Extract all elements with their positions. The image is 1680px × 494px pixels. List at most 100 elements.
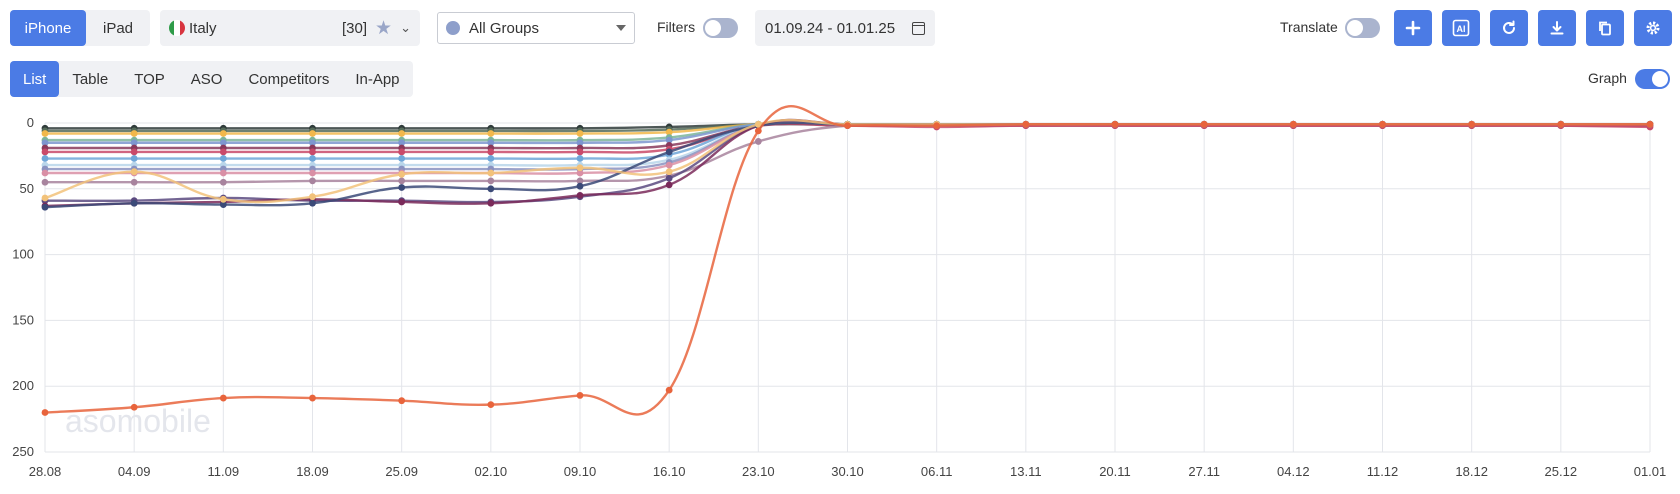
ai-button[interactable]: AI bbox=[1442, 10, 1480, 46]
data-point bbox=[130, 148, 138, 156]
data-point bbox=[130, 139, 138, 147]
y-tick-label: 250 bbox=[12, 444, 34, 459]
data-point bbox=[309, 199, 316, 207]
data-point bbox=[754, 138, 762, 145]
data-point bbox=[398, 198, 406, 206]
data-point bbox=[487, 169, 495, 177]
tab-list[interactable]: List bbox=[10, 61, 60, 97]
data-point bbox=[576, 182, 584, 190]
copy-button[interactable] bbox=[1586, 10, 1624, 46]
data-point bbox=[309, 139, 316, 147]
y-tick-label: 200 bbox=[12, 378, 34, 393]
group-color-dot bbox=[446, 21, 460, 35]
data-point bbox=[1022, 120, 1030, 128]
data-point bbox=[665, 386, 673, 394]
data-point bbox=[398, 155, 406, 162]
download-icon bbox=[1550, 21, 1564, 35]
country-keyword-count: [30] bbox=[342, 19, 368, 37]
data-point bbox=[576, 148, 584, 156]
data-point bbox=[309, 155, 316, 162]
x-tick-label: 30.10 bbox=[831, 464, 864, 479]
data-point bbox=[41, 409, 49, 416]
data-point bbox=[130, 155, 138, 162]
data-point bbox=[754, 127, 762, 135]
refresh-icon bbox=[1503, 20, 1515, 34]
data-point bbox=[665, 128, 673, 136]
data-point bbox=[130, 403, 138, 411]
y-tick-label: 150 bbox=[12, 312, 34, 327]
device-tab-ipad[interactable]: iPad bbox=[102, 19, 134, 37]
graph-label: Graph bbox=[1588, 70, 1627, 86]
data-point bbox=[576, 164, 584, 172]
data-point bbox=[41, 194, 49, 202]
tab-aso[interactable]: ASO bbox=[190, 70, 223, 88]
x-tick-label: 13.11 bbox=[1010, 464, 1042, 479]
data-point bbox=[41, 139, 49, 147]
data-point bbox=[576, 139, 584, 147]
data-point bbox=[487, 148, 495, 156]
tab-top[interactable]: TOP bbox=[134, 70, 165, 88]
data-point bbox=[309, 148, 316, 156]
tab-competitors[interactable]: Competitors bbox=[248, 70, 330, 88]
data-point bbox=[487, 139, 495, 147]
data-point bbox=[219, 155, 227, 162]
device-tab-iphone[interactable]: iPhone bbox=[10, 10, 86, 46]
filters-toggle[interactable] bbox=[703, 18, 738, 38]
data-point bbox=[576, 392, 584, 399]
ai-icon: AI bbox=[1452, 19, 1470, 37]
data-point bbox=[487, 177, 495, 185]
data-point bbox=[219, 394, 227, 402]
groups-value: All Groups bbox=[469, 19, 540, 37]
data-point bbox=[219, 130, 227, 137]
data-point bbox=[41, 178, 49, 186]
data-point bbox=[1200, 120, 1208, 128]
data-point bbox=[1289, 120, 1297, 128]
x-tick-label: 11.09 bbox=[208, 464, 240, 479]
data-point bbox=[398, 184, 406, 191]
data-point bbox=[487, 401, 495, 409]
x-tick-label: 23.10 bbox=[742, 464, 775, 479]
data-point bbox=[576, 169, 584, 177]
data-point bbox=[309, 177, 316, 185]
tab-table[interactable]: Table bbox=[72, 70, 109, 88]
country-select[interactable]: Italy [30] ★ ⌄ bbox=[160, 10, 420, 46]
x-tick-label: 28.08 bbox=[29, 464, 62, 479]
settings-button[interactable] bbox=[1634, 10, 1672, 46]
data-point bbox=[309, 169, 316, 177]
add-button[interactable] bbox=[1394, 10, 1432, 46]
data-point bbox=[1557, 120, 1565, 128]
data-point bbox=[576, 191, 584, 199]
toggle-knob bbox=[705, 20, 721, 36]
watermark: asomobile bbox=[65, 403, 211, 439]
data-point bbox=[933, 122, 941, 130]
translate-toggle[interactable] bbox=[1345, 18, 1380, 38]
x-axis: 28.08 04.09 11.09 18.09 25.09 02.10 09.10 16.10… bbox=[29, 464, 1667, 479]
chevron-down-icon[interactable]: ⌄ bbox=[400, 20, 411, 35]
settings-icon bbox=[1646, 21, 1660, 35]
data-point bbox=[576, 155, 584, 162]
data-point bbox=[665, 161, 673, 169]
y-axis: 0 50 100 150 200 250 bbox=[12, 115, 34, 459]
copy-icon bbox=[1599, 21, 1611, 36]
tab-in-app[interactable]: In-App bbox=[355, 70, 400, 88]
graph-toggle[interactable] bbox=[1635, 69, 1670, 89]
data-point bbox=[219, 195, 227, 203]
calendar-icon bbox=[912, 21, 925, 35]
x-tick-label: 02.10 bbox=[475, 464, 508, 479]
data-point bbox=[487, 199, 495, 207]
data-point bbox=[41, 169, 49, 177]
download-button[interactable] bbox=[1538, 10, 1576, 46]
data-point bbox=[665, 181, 673, 189]
filters-label: Filters bbox=[657, 19, 696, 35]
view-tabs: List Table TOP ASO Competitors In-App bbox=[10, 61, 413, 97]
data-point bbox=[398, 397, 406, 405]
translate-label: Translate bbox=[1280, 19, 1338, 35]
groups-select[interactable]: All Groups bbox=[437, 12, 635, 44]
date-range-picker[interactable]: 01.09.24 - 01.01.25 bbox=[755, 10, 935, 46]
x-tick-label: 04.09 bbox=[118, 464, 151, 479]
refresh-button[interactable] bbox=[1490, 10, 1528, 46]
toggle-knob bbox=[1652, 71, 1668, 87]
star-icon[interactable]: ★ bbox=[375, 17, 393, 39]
country-name: Italy bbox=[189, 19, 217, 37]
x-tick-label: 11.12 bbox=[1367, 464, 1399, 479]
